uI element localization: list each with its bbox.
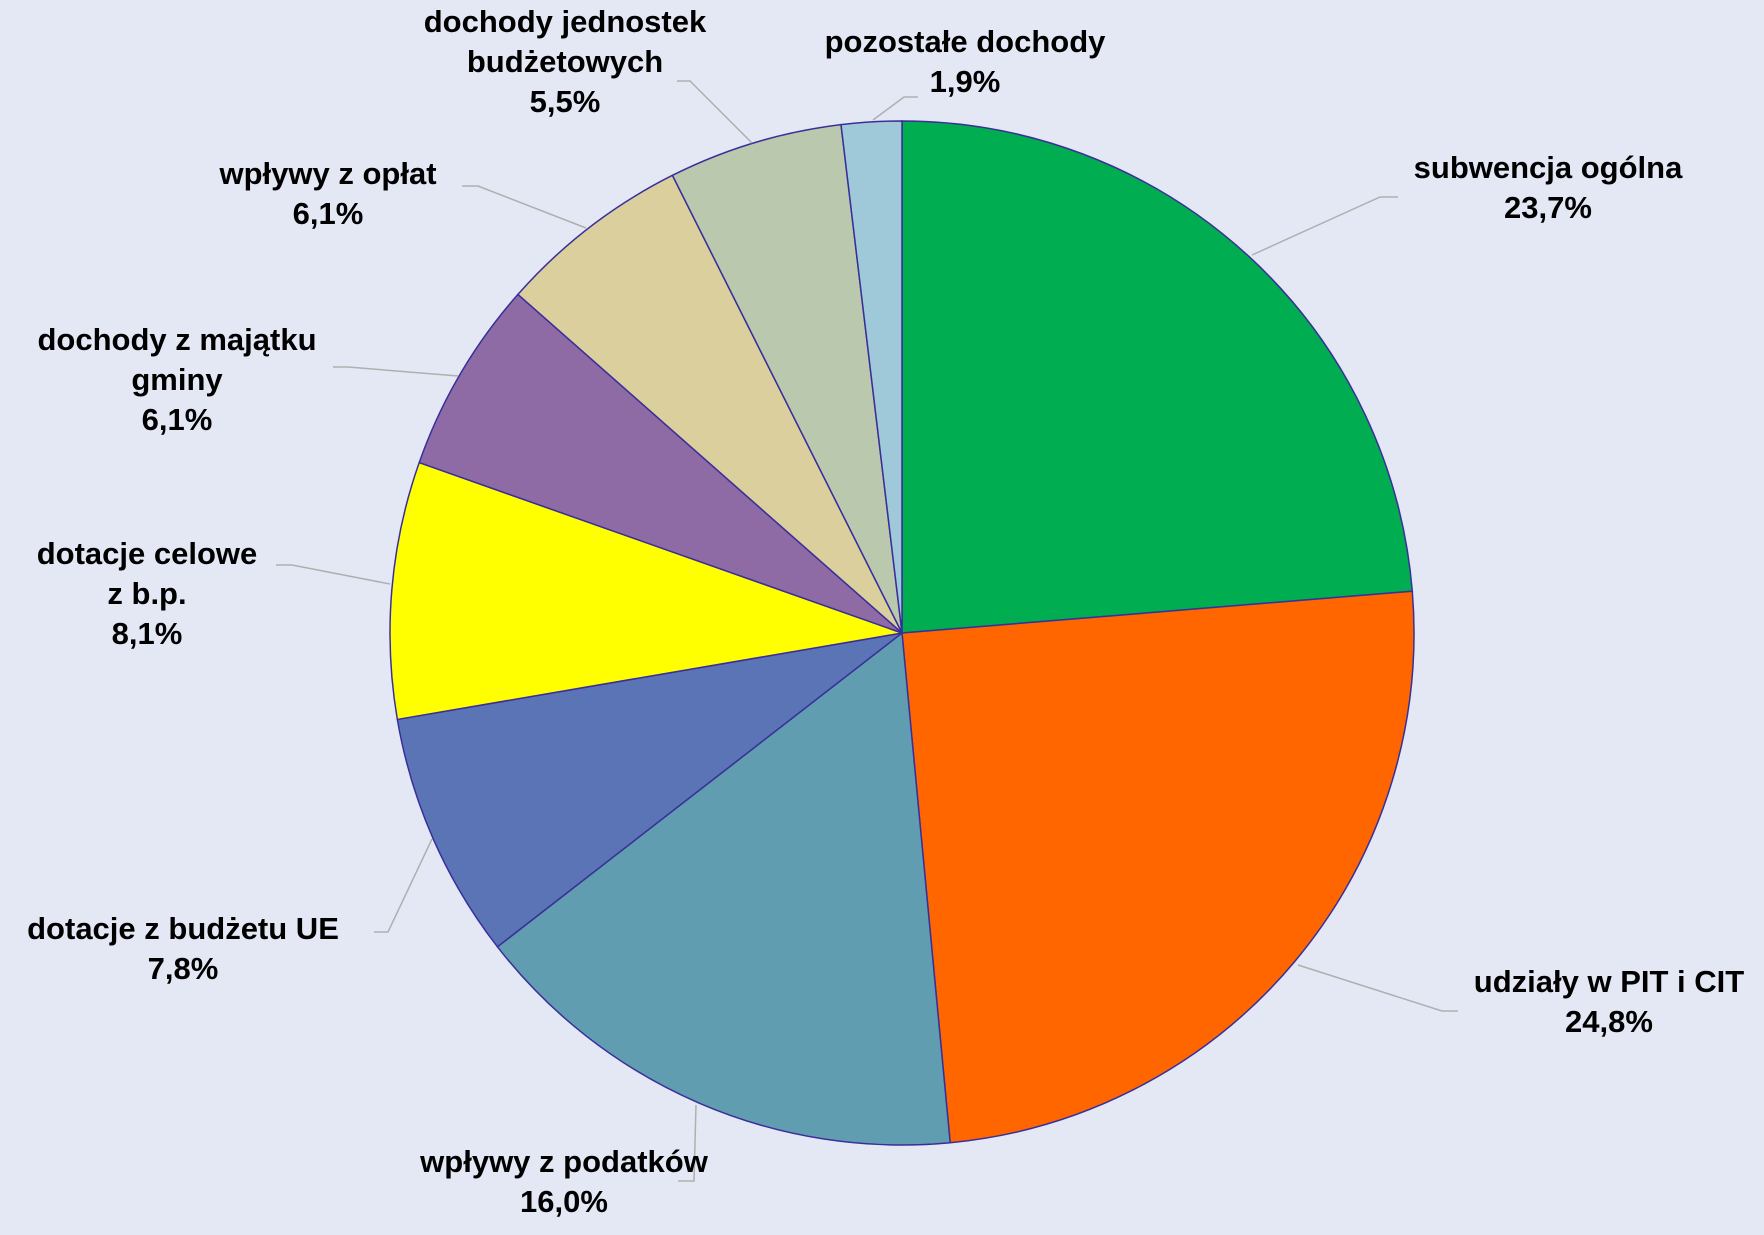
slice-label: pozostałe dochody 1,9%	[825, 24, 1107, 99]
pie-slice	[496, 631, 951, 1146]
leader-line	[677, 80, 753, 144]
slice-category-label: dotacje z budżetu UE	[27, 911, 339, 946]
leader-line	[678, 1104, 697, 1182]
pie-slice	[418, 293, 903, 634]
slice-category-label: wpływy z podatków	[419, 1144, 709, 1179]
slice-category-label: dotacje celowe	[37, 536, 258, 571]
slice-label: dotacje celowe z b.p. 8,1%	[37, 536, 258, 651]
slice-value-label: 6,1%	[293, 196, 364, 231]
slice-label: dochody jednostek budżetowych 5,5%	[424, 4, 707, 119]
leader-line	[374, 838, 433, 933]
slice-category-label: subwencja ogólna	[1414, 150, 1683, 185]
pie-slice	[671, 123, 903, 634]
slice-label: wpływy z opłat 6,1%	[218, 156, 436, 231]
pie-slice	[516, 174, 903, 634]
slice-label: udziały w PIT i CIT 24,8%	[1474, 964, 1744, 1039]
slice-category-label: dochody z majątku	[37, 322, 316, 357]
slice-category-label: wpływy z opłat	[218, 156, 436, 191]
leader-line	[333, 366, 459, 377]
slice-category-label: budżetowych	[467, 44, 663, 79]
slice-category-label: z b.p.	[107, 576, 186, 611]
leader-line	[462, 185, 587, 229]
slice-value-label: 7,8%	[148, 951, 219, 986]
slice-category-label: gminy	[131, 362, 223, 397]
pie-slice	[901, 590, 1415, 1144]
slice-category-label: pozostałe dochody	[825, 24, 1107, 59]
slice-value-label: 23,7%	[1504, 190, 1592, 225]
slice-value-label: 1,9%	[930, 64, 1001, 99]
pie-slice	[389, 461, 905, 721]
slice-label: dotacje z budżetu UE 7,8%	[27, 911, 339, 986]
leader-lines	[276, 80, 1458, 1182]
slice-value-label: 24,8%	[1565, 1004, 1653, 1039]
slice-value-label: 5,5%	[530, 84, 601, 119]
leader-line	[276, 564, 391, 585]
slice-labels: subwencja ogólna 23,7% udziały w PIT i CIT…	[27, 4, 1744, 1219]
slice-label: wpływy z podatków 16,0%	[419, 1144, 709, 1219]
pie-slices	[389, 120, 1415, 1146]
slice-category-label: udziały w PIT i CIT	[1474, 964, 1744, 999]
leader-line	[1251, 196, 1398, 256]
slice-value-label: 16,0%	[520, 1184, 608, 1219]
pie-slice	[396, 632, 903, 948]
pie-slice	[901, 120, 1414, 634]
slice-value-label: 6,1%	[142, 402, 213, 437]
leader-line	[872, 96, 918, 121]
slice-value-label: 8,1%	[112, 616, 183, 651]
leader-line	[1297, 964, 1458, 1012]
slice-category-label: dochody jednostek	[424, 4, 707, 39]
pie-slice	[840, 120, 903, 634]
slice-label: subwencja ogólna 23,7%	[1414, 150, 1683, 225]
slice-label: dochody z majątku gminy 6,1%	[37, 322, 316, 437]
